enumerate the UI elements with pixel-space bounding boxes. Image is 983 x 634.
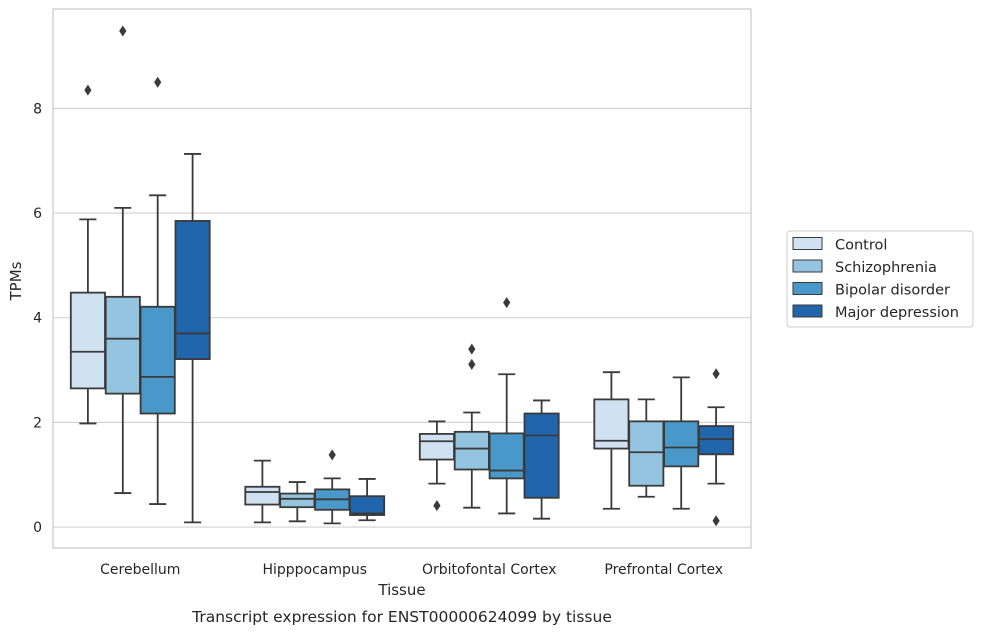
box-bipolar-disorder <box>314 449 351 525</box>
plot-frame <box>52 8 752 549</box>
y-tick-label: 2 <box>33 415 42 431</box>
box-iqr <box>279 492 316 509</box>
y-tick-label: 4 <box>33 311 42 327</box>
outlier-point <box>154 76 162 88</box>
box-iqr <box>174 220 211 360</box>
box-iqr <box>418 433 455 461</box>
box-iqr <box>139 305 176 415</box>
outlier-point <box>468 343 476 355</box>
y-axis-label: TPMs <box>7 261 25 301</box>
outlier-point <box>119 25 127 37</box>
y-tick-label: 8 <box>33 101 42 117</box>
legend: Control Schizophrenia Bipolar disorder Majo… <box>786 230 974 328</box>
box-iqr <box>69 291 106 390</box>
box-control <box>69 84 106 425</box>
box-major-depression <box>349 478 386 522</box>
legend-swatch <box>792 237 823 250</box>
box-bipolar-disorder <box>663 376 700 510</box>
box-schizophrenia <box>628 398 665 498</box>
legend-swatch <box>792 259 823 273</box>
box-iqr <box>628 420 665 487</box>
box-control <box>593 371 630 510</box>
y-tick-labels: 0 2 4 6 8 <box>33 101 42 536</box>
box-control <box>244 459 281 524</box>
box-major-depression <box>698 368 735 527</box>
x-tick-label: Cerebellum <box>100 562 180 578</box>
box-schizophrenia <box>453 343 490 509</box>
box-iqr <box>104 295 141 395</box>
box-iqr <box>349 495 386 516</box>
x-axis-label: Tissue <box>377 581 425 599</box>
box-control <box>418 420 455 512</box>
legend-label: Control <box>835 238 887 254</box>
box-groups <box>69 25 735 527</box>
outlier-point <box>84 84 92 96</box>
chart-caption: Transcript expression for ENST0000062409… <box>191 608 612 626</box>
y-tick-label: 0 <box>33 520 42 536</box>
box-bipolar-disorder <box>139 76 176 505</box>
box-iqr <box>244 485 281 506</box>
box-iqr <box>698 425 735 456</box>
x-tick-label: Orbitofontal Cortex <box>422 562 557 578</box>
legend-label: Major depression <box>835 305 959 321</box>
box-iqr <box>523 412 560 499</box>
legend-label: Schizophrenia <box>835 260 937 276</box>
box-iqr <box>453 430 490 471</box>
legend-frame <box>786 230 974 328</box>
x-tick-label: Prefrontal Cortex <box>604 562 723 578</box>
box-bipolar-disorder <box>488 297 525 515</box>
outlier-point <box>503 297 511 309</box>
box-major-depression <box>174 153 211 524</box>
outlier-point <box>433 500 441 512</box>
x-tick-labels: Cerebellum Hipppocampus Orbitofontal Corte… <box>100 562 723 578</box>
legend-label: Bipolar disorder <box>835 283 950 299</box>
box-iqr <box>663 420 700 468</box>
outlier-point <box>468 358 476 370</box>
box-iqr <box>488 432 525 480</box>
outlier-point <box>712 515 720 527</box>
outlier-point <box>328 449 336 461</box>
y-tick-label: 6 <box>33 206 42 222</box>
legend-swatch <box>792 304 823 318</box>
box-major-depression <box>523 399 560 520</box>
legend-swatch <box>792 282 823 295</box>
x-tick-label: Hipppocampus <box>262 562 367 578</box>
outlier-point <box>712 368 720 380</box>
box-schizophrenia <box>279 481 316 523</box>
